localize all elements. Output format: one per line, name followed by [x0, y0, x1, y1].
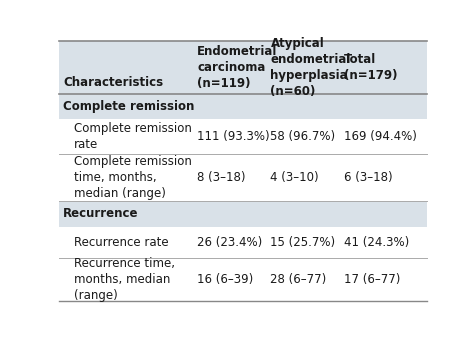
Text: 26 (23.4%): 26 (23.4%)	[197, 236, 262, 249]
Text: Recurrence: Recurrence	[63, 207, 138, 220]
Text: Complete remission
rate: Complete remission rate	[74, 122, 192, 151]
Text: 111 (93.3%): 111 (93.3%)	[197, 130, 270, 143]
Text: 4 (3–10): 4 (3–10)	[271, 171, 319, 184]
Bar	[59, 201, 427, 227]
Text: 15 (25.7%): 15 (25.7%)	[271, 236, 336, 249]
Text: Characteristics: Characteristics	[63, 76, 163, 89]
Bar	[59, 119, 427, 154]
Text: Recurrence rate: Recurrence rate	[74, 236, 169, 249]
Text: Complete remission
time, months,
median (range): Complete remission time, months, median …	[74, 155, 192, 200]
Bar	[59, 94, 427, 119]
Text: 28 (6–77): 28 (6–77)	[271, 273, 327, 286]
Text: Endometrial
carcinoma
(n=119): Endometrial carcinoma (n=119)	[197, 45, 277, 90]
Bar	[59, 154, 427, 201]
Text: Total
(n=179): Total (n=179)	[344, 52, 397, 81]
Text: 17 (6–77): 17 (6–77)	[344, 273, 401, 286]
Text: 6 (3–18): 6 (3–18)	[344, 171, 392, 184]
Bar	[59, 227, 427, 259]
Text: Atypical
endometrial
hyperplasia
(n=60): Atypical endometrial hyperplasia (n=60)	[271, 37, 351, 98]
Bar	[59, 41, 427, 94]
Text: 41 (24.3%): 41 (24.3%)	[344, 236, 409, 249]
Bar	[59, 259, 427, 301]
Text: 16 (6–39): 16 (6–39)	[197, 273, 253, 286]
Text: 169 (94.4%): 169 (94.4%)	[344, 130, 417, 143]
Text: Recurrence time,
months, median
(range): Recurrence time, months, median (range)	[74, 257, 175, 302]
Text: 58 (96.7%): 58 (96.7%)	[271, 130, 336, 143]
Text: 8 (3–18): 8 (3–18)	[197, 171, 246, 184]
Text: Complete remission: Complete remission	[63, 100, 194, 113]
